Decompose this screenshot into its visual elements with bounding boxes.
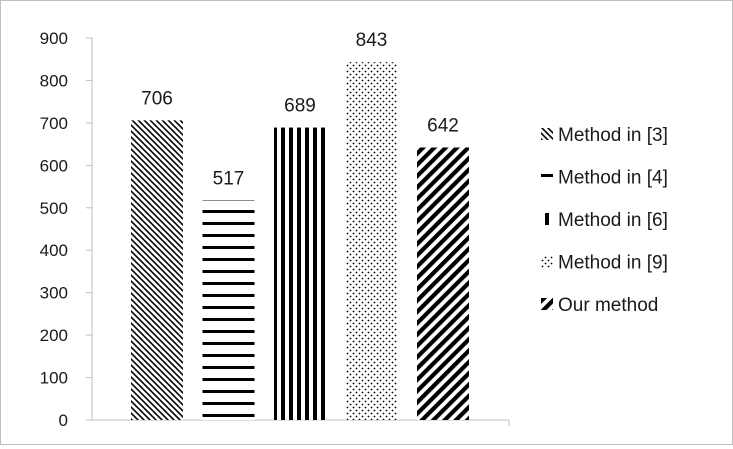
y-tick-label: 500 <box>40 199 68 218</box>
y-tick-label: 700 <box>40 114 68 133</box>
legend-swatch <box>541 170 553 183</box>
legend-item: Method in [4] <box>541 168 668 189</box>
data-labels: 706 517 689 843 642 <box>141 30 459 189</box>
y-tick-label: 900 <box>40 29 68 48</box>
data-label: 689 <box>284 96 316 117</box>
data-label: 642 <box>427 116 459 137</box>
legend-label: Our method <box>558 295 658 316</box>
y-tick-label: 400 <box>40 241 68 260</box>
legend-item: Method in [6] <box>541 210 668 231</box>
bar <box>202 200 255 420</box>
data-label: 843 <box>356 30 388 51</box>
legend-item: Method in [3] <box>541 125 668 146</box>
legend-item: Our method <box>541 295 658 316</box>
legend-label: Method in [4] <box>558 168 668 189</box>
y-tick-label: 800 <box>40 71 68 90</box>
x-axis <box>92 419 510 426</box>
bars <box>131 62 469 421</box>
y-tick-label: 200 <box>40 326 68 345</box>
data-label: 706 <box>141 88 173 109</box>
y-tick-label: 300 <box>40 284 68 303</box>
legend-swatch <box>541 213 553 225</box>
bar <box>345 62 398 421</box>
legend-label: Method in [3] <box>558 125 668 146</box>
bar <box>131 120 183 420</box>
y-tick-label: 0 <box>59 411 68 430</box>
legend: Method in [3] Method in [4] Method in [6] M… <box>541 125 668 316</box>
y-axis: 0 100 200 300 400 500 600 700 800 900 <box>40 29 93 430</box>
legend-label: Method in [6] <box>558 210 668 231</box>
legend-label: Method in [9] <box>558 253 668 274</box>
data-label: 517 <box>213 169 245 190</box>
bar <box>274 127 326 421</box>
legend-swatch <box>541 298 553 310</box>
bar <box>417 147 469 421</box>
y-tick-label: 100 <box>40 369 68 388</box>
y-tick-label: 600 <box>40 156 68 175</box>
legend-swatch <box>541 128 553 140</box>
legend-swatch <box>541 255 553 268</box>
legend-item: Method in [9] <box>541 253 668 274</box>
